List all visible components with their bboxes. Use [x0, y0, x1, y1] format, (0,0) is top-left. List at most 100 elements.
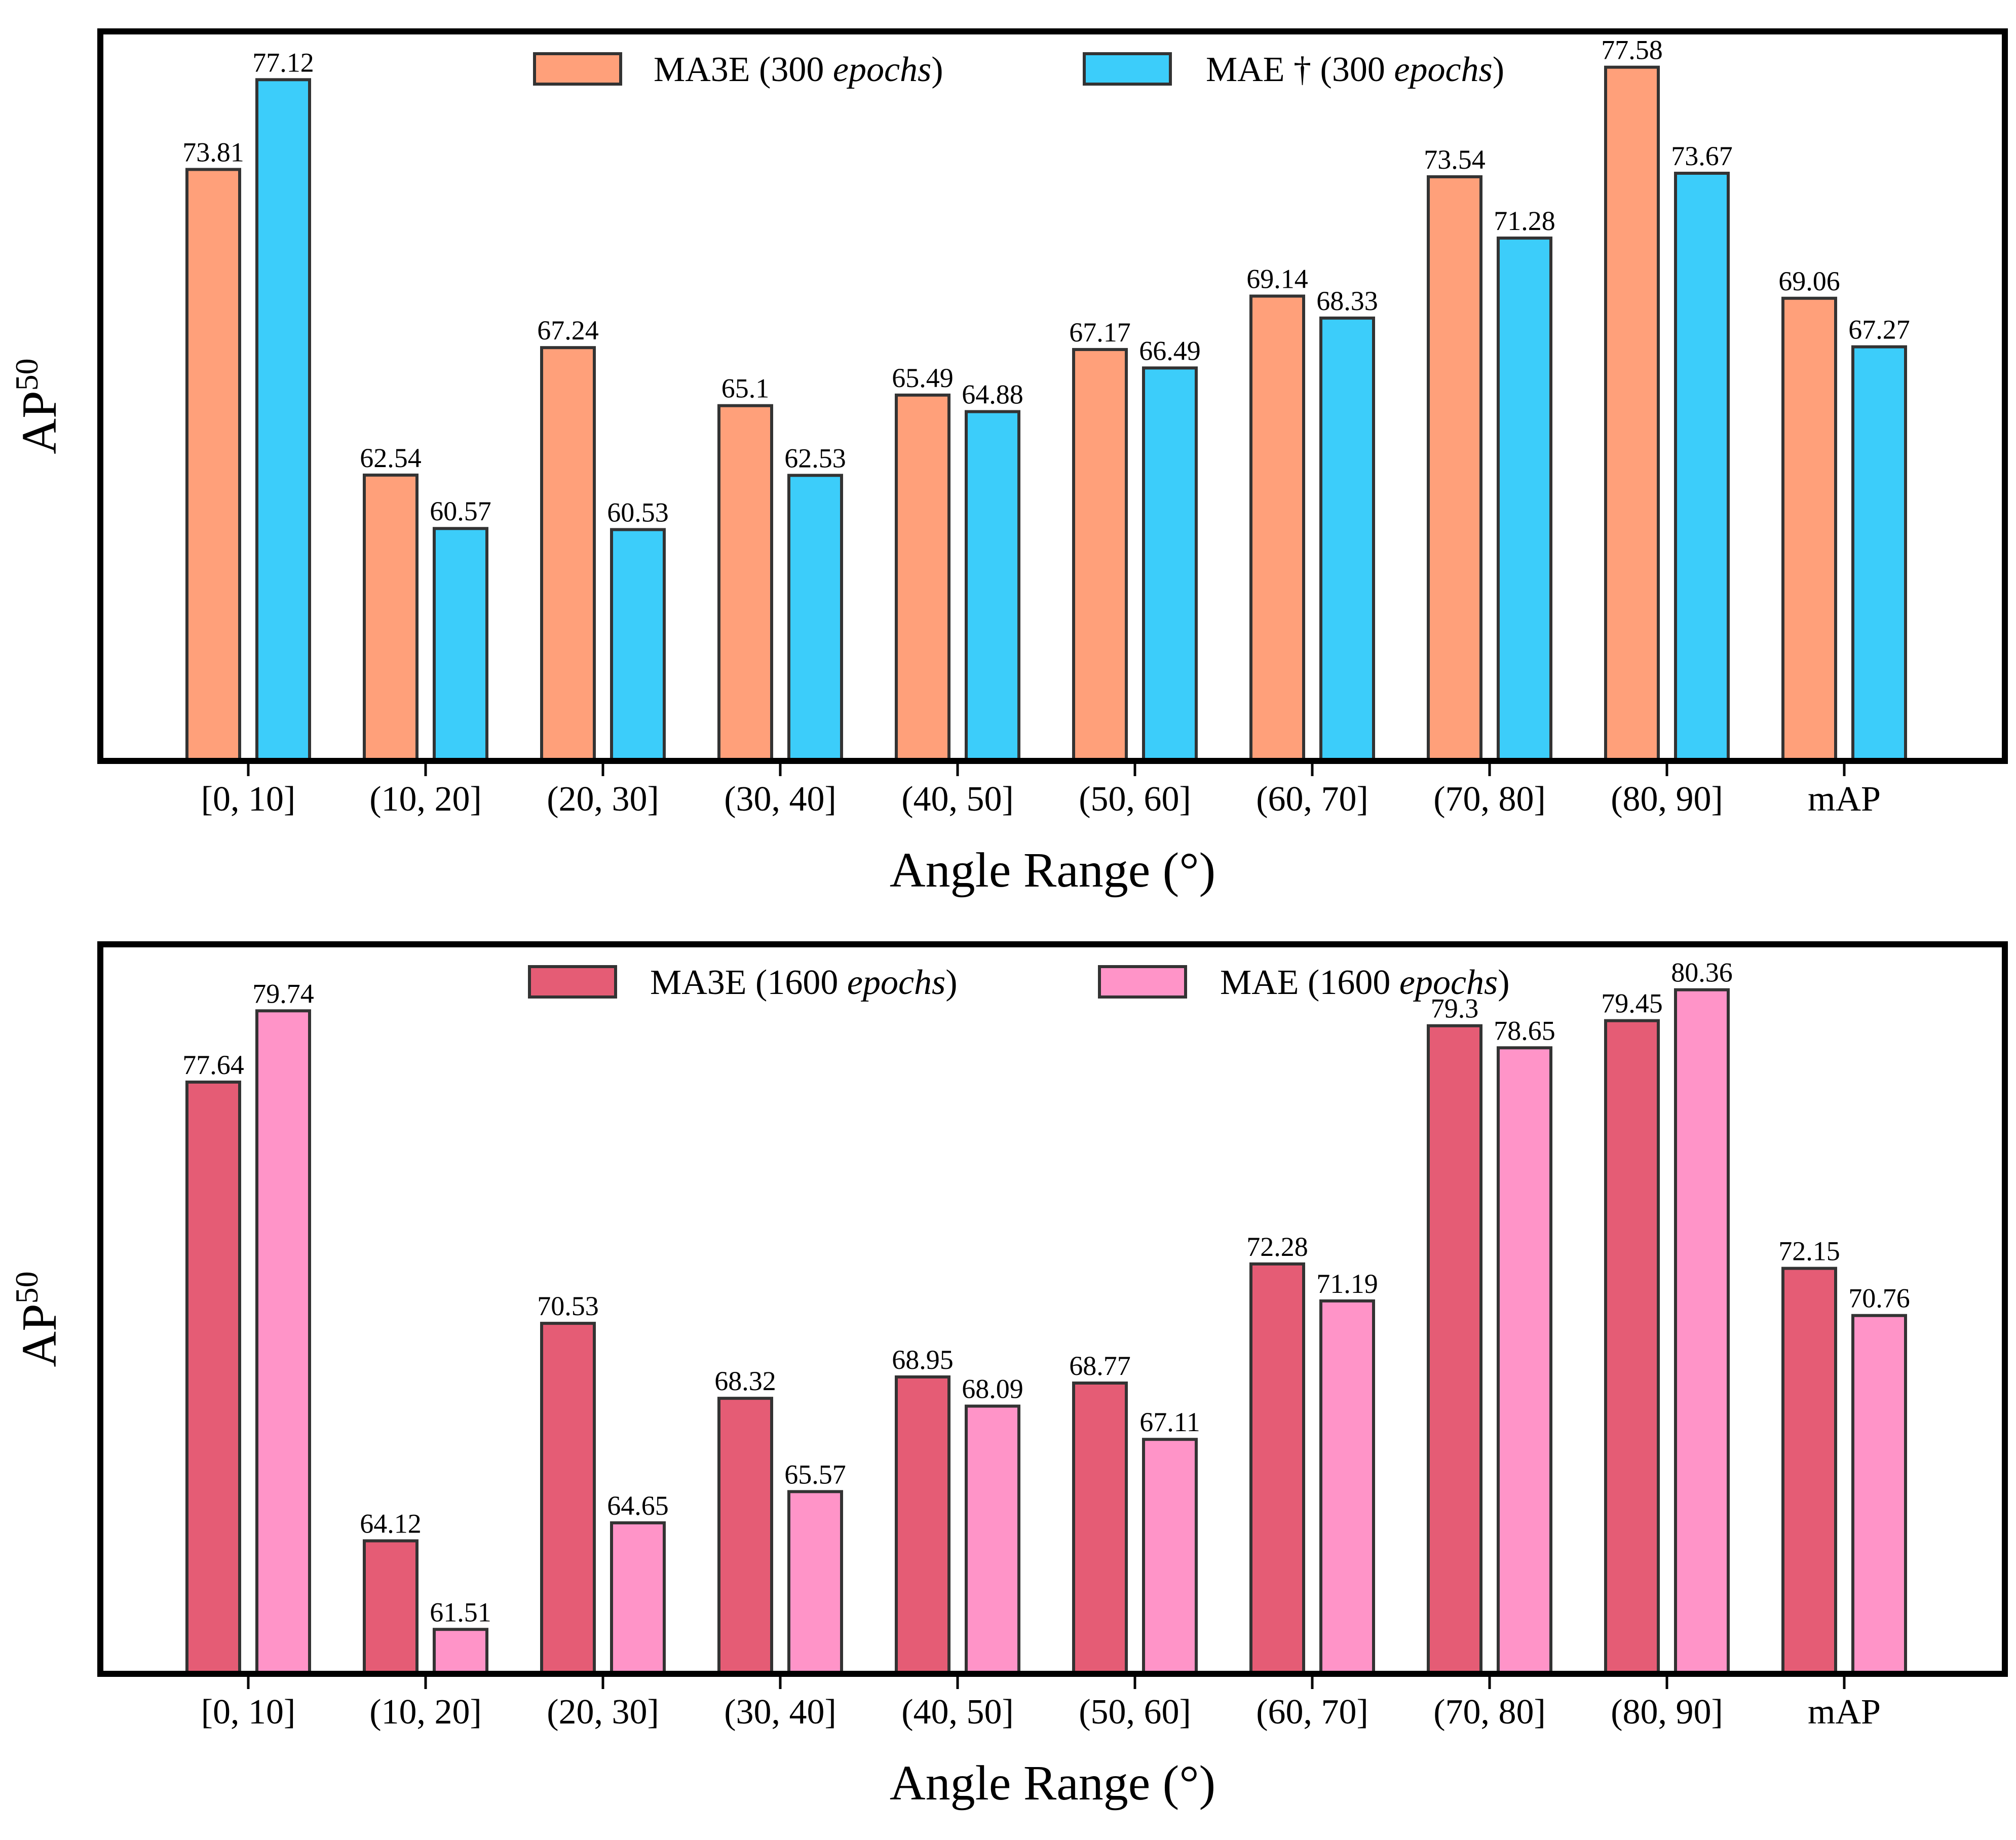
data-label: 72.28 [1246, 1232, 1308, 1262]
x-tick-label: (10, 20] [369, 780, 482, 819]
legend: MA3E (1600 epochs) MAE (1600 epochs) [528, 963, 1510, 1002]
data-label: 73.81 [182, 137, 244, 167]
bar [787, 1490, 843, 1676]
data-label: 70.53 [537, 1291, 599, 1321]
x-tick-label: (30, 40] [724, 1693, 836, 1732]
bar [610, 528, 666, 763]
axes-frame [97, 941, 2008, 1677]
data-label: 79.74 [252, 978, 314, 1009]
bar [1781, 1267, 1837, 1675]
bar [363, 473, 419, 762]
bar [610, 1521, 666, 1675]
bar [1142, 366, 1198, 762]
x-tick-label: [0, 10] [201, 1693, 296, 1732]
bar [787, 474, 843, 762]
x-tick-label: mAP [1808, 780, 1881, 819]
legend-swatch [1098, 965, 1187, 999]
data-label: 79.45 [1601, 988, 1663, 1019]
series-1: 73.81 62.54 67.24 65.1 65.49 67.17 69.14 73.54 7… [182, 35, 1840, 763]
x-axis-label: Angle Range (°) [890, 1756, 1215, 1811]
x-axis-label: Angle Range (°) [890, 843, 1215, 898]
bar [433, 527, 488, 763]
legend-swatch [533, 52, 622, 86]
bar [1604, 65, 1660, 762]
data-label: 68.95 [892, 1345, 954, 1375]
data-label: 64.65 [607, 1490, 669, 1521]
data-label: 61.51 [430, 1597, 491, 1627]
x-tick-label: (80, 90] [1611, 1693, 1723, 1732]
legend-swatch [1083, 52, 1172, 86]
data-label: 79.3 [1431, 993, 1479, 1024]
data-label: 68.09 [962, 1374, 1023, 1404]
bar [185, 1080, 241, 1675]
x-tick-label: (50, 60] [1079, 780, 1191, 819]
bar [1781, 296, 1837, 762]
bar [1674, 171, 1730, 763]
data-label: 70.76 [1848, 1283, 1910, 1314]
y-axis-label: AP50 [9, 358, 67, 454]
data-label: 73.67 [1671, 141, 1733, 171]
data-label: 65.57 [784, 1459, 846, 1489]
data-label: 71.19 [1316, 1269, 1378, 1299]
bar [1604, 1019, 1660, 1675]
bar [717, 404, 773, 762]
x-tick-label: (60, 70] [1256, 780, 1368, 819]
legend: MA3E (300 epochs) MAE † (300 epochs) [533, 50, 1504, 89]
legend-label: MAE (1600 epochs) [1220, 963, 1510, 1002]
x-tick-label: (70, 80] [1433, 780, 1546, 819]
data-label: 69.06 [1778, 266, 1840, 296]
legend-label: MAE † (300 epochs) [1206, 50, 1504, 89]
bar [1072, 1382, 1128, 1675]
x-tick-label: (40, 50] [901, 1693, 1014, 1732]
bar [185, 168, 241, 762]
data-label: 69.14 [1246, 263, 1308, 294]
data-label: 77.58 [1601, 35, 1663, 65]
x-tick-label: (40, 50] [901, 780, 1014, 819]
bar [1249, 294, 1305, 762]
bar [1851, 345, 1907, 762]
series-1: 77.64 64.12 70.53 68.32 68.95 68.77 72.28 79.3 7… [182, 988, 1840, 1676]
x-tick-label: (60, 70] [1256, 1693, 1368, 1732]
bar [1072, 348, 1128, 762]
data-label: 67.27 [1848, 315, 1910, 345]
data-label: 64.88 [962, 379, 1023, 410]
x-tick-label: (50, 60] [1079, 1693, 1191, 1732]
legend-label: MA3E (1600 epochs) [650, 963, 958, 1002]
series-2: 79.74 61.51 64.65 65.57 68.09 67.11 71.19 78.65… [252, 957, 1910, 1676]
bar [1851, 1314, 1907, 1675]
bar [1427, 1024, 1482, 1675]
legend-swatch [528, 965, 617, 999]
axes-frame [97, 28, 2008, 764]
data-label: 62.54 [360, 443, 422, 473]
bar [363, 1539, 419, 1675]
bar [1674, 988, 1730, 1675]
data-label: 68.32 [714, 1366, 776, 1396]
x-tick-label: mAP [1808, 1693, 1881, 1732]
data-label: 78.65 [1494, 1015, 1555, 1046]
bar [965, 410, 1020, 762]
bar [255, 1009, 311, 1675]
data-label: 68.77 [1069, 1351, 1131, 1381]
data-label: 60.57 [430, 496, 491, 526]
data-label: 67.17 [1069, 317, 1131, 348]
data-label: 73.54 [1424, 144, 1486, 175]
data-label: 67.24 [537, 315, 599, 346]
data-label: 62.53 [784, 443, 846, 473]
bar [433, 1628, 488, 1676]
data-label: 68.33 [1316, 286, 1378, 316]
bar [1497, 1046, 1552, 1675]
x-tick-label: (20, 30] [547, 1693, 659, 1732]
bar [1497, 236, 1552, 762]
bar [1427, 175, 1482, 763]
bar [255, 78, 311, 762]
data-label: 64.12 [360, 1508, 422, 1539]
x-tick-label: (30, 40] [724, 780, 836, 819]
y-axis-label: AP50 [9, 1271, 67, 1367]
bar [540, 1322, 596, 1675]
x-tick-label: (20, 30] [547, 780, 659, 819]
bar [895, 393, 950, 762]
data-label: 67.11 [1139, 1407, 1200, 1437]
